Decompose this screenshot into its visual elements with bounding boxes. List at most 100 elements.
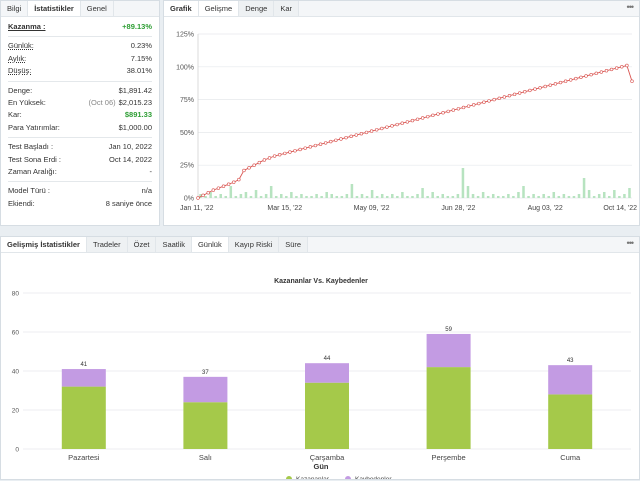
growth-point (472, 103, 476, 107)
volume-bar (587, 190, 591, 198)
stat-label: Aylık: (8, 53, 27, 63)
volume-bar (224, 196, 228, 198)
divider (8, 36, 152, 38)
volume-bar (431, 192, 434, 198)
growth-point (538, 86, 542, 90)
legend-swatch-losers (345, 476, 351, 481)
tab-daily[interactable]: Günlük (191, 237, 229, 252)
tab-profit[interactable]: Kar (274, 1, 299, 16)
growth-point (359, 132, 364, 136)
stat-row: Zaman Aralığı: - (8, 166, 152, 178)
tab-hourly[interactable]: Saatlik (156, 237, 192, 252)
growth-point (277, 153, 282, 157)
volume-bar (391, 194, 394, 198)
volume-bar (214, 196, 217, 198)
total-label: 41 (80, 362, 87, 368)
volume-bar (456, 194, 460, 198)
stat-label: Zaman Aralığı: (8, 166, 57, 176)
growth-point (614, 66, 619, 70)
growth-point (201, 193, 205, 198)
volume-bar (623, 194, 626, 198)
growth-point (451, 108, 455, 112)
tab-chart[interactable]: Grafik (164, 1, 199, 16)
losers-bar (183, 376, 228, 403)
volume-bar (592, 196, 596, 198)
growth-point (420, 116, 425, 120)
more-menu-icon[interactable]: ••• (626, 2, 635, 12)
tab-summary[interactable]: Özet (127, 237, 157, 252)
volume-bar (335, 196, 339, 198)
stat-value: 0.23% (130, 41, 152, 51)
tab-info[interactable]: Bilgi (1, 1, 29, 16)
growth-point (196, 196, 200, 200)
volume-bar (613, 190, 616, 198)
growth-point (528, 88, 532, 93)
legend-swatch-winners (286, 476, 292, 481)
volume-bar (461, 168, 465, 198)
volume-bar (572, 196, 576, 198)
stat-label: Para Yatırımlar: (8, 122, 60, 132)
growth-point (620, 65, 624, 69)
volume-bar (436, 196, 439, 198)
tab-general[interactable]: Genel (81, 1, 114, 16)
winners-bar (305, 382, 349, 449)
category-label: Salı (199, 453, 212, 462)
growth-point (329, 139, 333, 144)
tab-growth[interactable]: Gelişme (198, 1, 240, 16)
volume-bar (254, 190, 258, 198)
tab-advanced-statistics[interactable]: Gelişmiş İstatistikler (1, 237, 87, 252)
growth-chart-panel: Grafik Gelişme Denge Kar ••• 0% 25% 50% 75%… (163, 0, 640, 226)
volume-bar (229, 186, 233, 198)
tab-balance[interactable]: Denge (239, 1, 275, 16)
growth-point (563, 79, 568, 83)
growth-point (308, 145, 313, 149)
advanced-statistics-panel: Gelişmiş İstatistikler Tradeler Özet Saa… (0, 236, 640, 481)
growth-point (533, 87, 537, 91)
volume-bar (481, 192, 485, 198)
losers-bar (426, 333, 471, 368)
volume-bar (512, 196, 515, 198)
tab-trades[interactable]: Tradeler (86, 237, 128, 252)
growth-point (323, 141, 328, 145)
stat-row: Test Başladı : Jan 10, 2022 (8, 141, 152, 153)
growth-point (283, 151, 287, 156)
growth-point (318, 142, 323, 146)
divider (8, 181, 152, 183)
growth-point (492, 97, 496, 102)
volume-bar (597, 194, 601, 198)
growth-point (298, 147, 302, 152)
stat-label: Kar: (8, 110, 22, 120)
volume-bar (365, 196, 369, 198)
growth-line (197, 64, 633, 199)
volume-bar (295, 196, 298, 198)
tab-statistics[interactable]: İstatistikler (28, 1, 81, 16)
growth-point (604, 69, 609, 73)
stat-label: Model Türü : (8, 186, 50, 196)
legend-label-winners: Kazananlar (296, 476, 330, 479)
category-label: Perşembe (432, 453, 466, 462)
growth-point (288, 150, 292, 154)
volume-bar (234, 196, 238, 198)
x-tick-label: Mar 15, '22 (267, 205, 302, 212)
growth-point (553, 82, 558, 86)
growth-point (354, 133, 358, 137)
tab-duration[interactable]: Süre (279, 237, 309, 252)
growth-point (395, 122, 399, 127)
growth-point (232, 180, 236, 184)
stat-value: Oct 14, 2022 (109, 154, 152, 164)
growth-point (512, 92, 517, 97)
volume-bar (305, 196, 308, 198)
volume-bar (416, 194, 419, 198)
more-menu-icon[interactable]: ••• (626, 238, 635, 248)
growth-point (410, 118, 415, 123)
volume-bar (380, 194, 384, 198)
growth-point (380, 126, 384, 131)
volume-bar (249, 196, 253, 198)
growth-tabs: Grafik Gelişme Denge Kar ••• (164, 1, 639, 17)
tab-risk-of-ruin[interactable]: Kayıp Riski (228, 237, 280, 252)
stat-value: Jan 10, 2022 (108, 142, 152, 152)
growth-point (574, 76, 578, 81)
y-tick-label: 80 (12, 291, 20, 298)
y-tick-label: 20 (12, 408, 20, 415)
growth-point (313, 143, 318, 148)
